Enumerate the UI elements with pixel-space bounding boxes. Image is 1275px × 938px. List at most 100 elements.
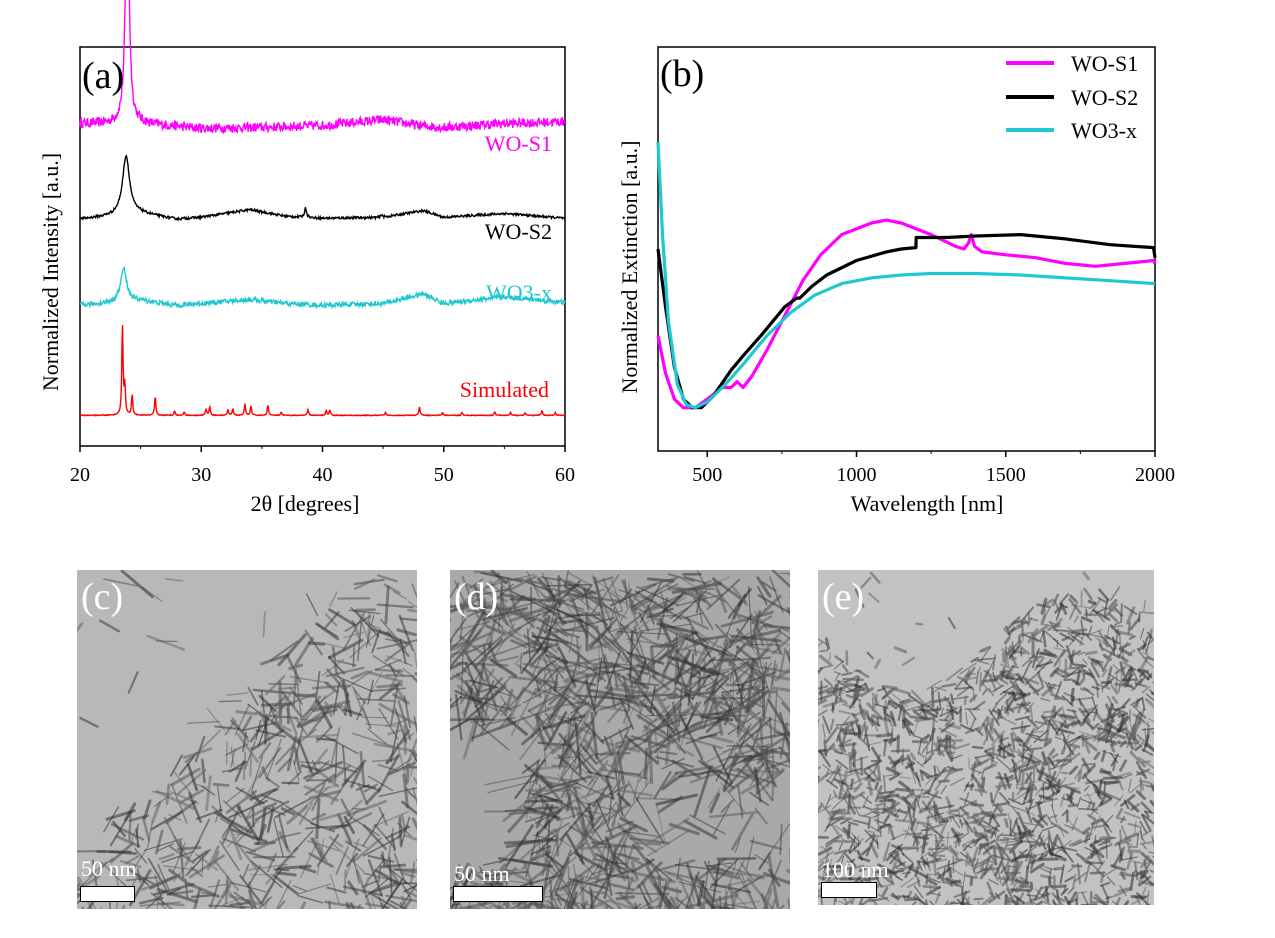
nanorod	[1079, 632, 1085, 646]
nanorod	[818, 667, 824, 675]
nanorod	[534, 802, 573, 825]
nanorod	[858, 704, 866, 721]
nanorod	[519, 897, 529, 909]
nanorod	[342, 612, 365, 651]
nanorod	[972, 861, 988, 870]
nanorod	[407, 608, 417, 613]
nanorod	[890, 832, 906, 841]
nanorod	[590, 889, 594, 909]
legend-label-wo-s1: WO-S1	[1071, 51, 1138, 76]
nanorod	[450, 883, 458, 891]
nanorod	[297, 763, 304, 777]
nanorod	[961, 844, 967, 852]
nanorod	[825, 793, 832, 809]
nanorod	[899, 705, 911, 716]
nanorod	[353, 609, 380, 634]
nanorod	[768, 716, 773, 746]
nanorod	[864, 833, 876, 843]
nanorod	[933, 879, 942, 884]
nanorod	[608, 804, 641, 835]
panel-label-c: (c)	[81, 576, 124, 618]
nanorod	[341, 759, 367, 787]
nanorod	[927, 790, 939, 805]
nanorod	[910, 769, 917, 784]
nanorod	[464, 679, 486, 726]
nanorod	[188, 854, 225, 879]
nanorod	[1117, 685, 1121, 693]
nanorod	[505, 824, 534, 867]
nanorod	[689, 638, 719, 679]
nanorod	[1073, 663, 1086, 667]
nanorod	[845, 858, 856, 866]
nanorod	[1128, 635, 1136, 640]
nanorod	[909, 818, 917, 831]
nanorod	[822, 699, 843, 708]
nanorod	[1030, 736, 1043, 741]
nanorod	[969, 694, 978, 703]
nanorod	[918, 752, 925, 759]
nanorod	[907, 880, 921, 889]
nanorod	[651, 653, 671, 666]
xrd-x-tick-label: 40	[313, 464, 333, 486]
nanorod	[413, 777, 417, 785]
nanorod	[1129, 783, 1142, 794]
nanorod	[450, 648, 477, 656]
nanorod	[921, 738, 932, 754]
nanorod	[876, 823, 886, 832]
nanorod	[112, 865, 120, 890]
nanorod	[145, 889, 167, 909]
nanorod	[637, 682, 642, 717]
nanorod	[1044, 846, 1063, 853]
nanorod	[771, 636, 790, 655]
nanorod	[921, 834, 928, 854]
nanorod	[565, 717, 573, 757]
nanorod	[245, 766, 265, 798]
nanorod	[593, 576, 614, 584]
nanorod	[553, 756, 580, 759]
nanorod	[823, 739, 828, 757]
nanorod	[938, 727, 958, 738]
nanorod	[874, 865, 886, 875]
nanorod	[1025, 806, 1033, 824]
nanorod	[708, 658, 741, 662]
nanorod	[654, 733, 660, 766]
nanorod	[163, 816, 184, 854]
nanorod	[260, 880, 276, 904]
nanorod	[450, 626, 476, 651]
nanorod	[364, 878, 389, 898]
nanorod	[265, 776, 281, 788]
nanorod	[1008, 760, 1021, 772]
nanorod	[877, 863, 898, 876]
nanorod	[984, 858, 998, 865]
nanorod	[1033, 729, 1049, 744]
nanorod	[328, 900, 331, 909]
nanorod	[1129, 617, 1141, 631]
nanorod	[1093, 751, 1101, 761]
extinction-x-ticks: 500 1000 1500 2000	[692, 451, 1175, 486]
nanorod	[844, 719, 859, 726]
nanorod	[242, 731, 247, 753]
nanorod	[1120, 825, 1128, 839]
nanorod	[973, 831, 983, 836]
nanorod	[729, 685, 768, 712]
nanorod	[297, 883, 331, 895]
nanorod	[848, 692, 861, 709]
nanorod	[558, 732, 593, 775]
nanorod	[869, 571, 881, 584]
nanorod	[462, 634, 503, 672]
nanorod	[908, 866, 928, 879]
nanorod	[703, 673, 725, 706]
nanorod	[863, 809, 878, 817]
nanorod	[286, 735, 298, 772]
nanorod	[305, 593, 319, 617]
nanorod	[667, 898, 673, 909]
nanorod	[146, 634, 186, 651]
nanorod	[838, 900, 845, 905]
nanorod	[1105, 838, 1108, 859]
nanorod	[830, 765, 842, 784]
nanorod	[1146, 890, 1150, 904]
nanorod	[896, 809, 908, 815]
nanorod	[485, 624, 506, 636]
nanorod	[1016, 638, 1025, 651]
nanorod	[825, 726, 839, 744]
